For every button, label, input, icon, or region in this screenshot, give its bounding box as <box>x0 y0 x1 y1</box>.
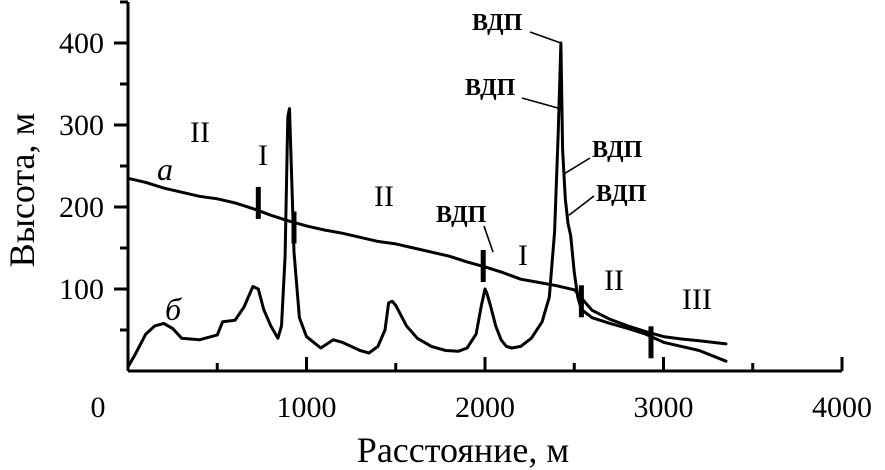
boundary-markers-layer <box>255 186 654 359</box>
curve-label-a: а <box>157 151 173 187</box>
vdp-label-4: ВДП <box>592 137 643 163</box>
vdp-label-3: ВДП <box>465 75 516 101</box>
vdp-leader-line <box>563 157 591 175</box>
zone-label-I-1: I <box>258 139 268 172</box>
series-line-b <box>126 41 728 369</box>
vdp-label-2: ВДП <box>472 10 523 36</box>
zone-label-II-1: II <box>190 116 210 149</box>
y-tick-label: 400 <box>59 27 104 60</box>
vdp-leader-line <box>568 195 595 216</box>
zone-label-III: III <box>682 283 712 316</box>
vdp-label-5: ВДП <box>596 181 647 207</box>
vdp-label-1: ВДП <box>436 202 487 228</box>
y-axis-title: Высота, м <box>2 113 42 268</box>
zone-label-II-2: II <box>374 180 394 213</box>
axes-layer <box>126 2 842 373</box>
zone-label-I-2: I <box>518 239 528 272</box>
x-tick-label: 3000 <box>634 391 694 424</box>
y-tick-label: 200 <box>59 191 104 224</box>
y-tick-label: 300 <box>59 109 104 142</box>
x-tick-label: 0 <box>91 391 106 424</box>
x-tick-label: 2000 <box>455 391 515 424</box>
ticks-layer: 0 1000 2000 3000 4000 100 200 300 400 <box>59 0 872 424</box>
vdp-leader-line <box>529 31 562 44</box>
x-axis-title: Расстояние, м <box>357 430 569 470</box>
curve-label-b: б <box>165 291 182 327</box>
x-tick-label: 1000 <box>277 391 337 424</box>
x-tick-label: 4000 <box>812 391 872 424</box>
series-layer <box>126 41 728 369</box>
series-line-a <box>126 176 728 346</box>
vdp-leader-line <box>483 225 494 253</box>
vdp-leader-line <box>521 97 561 110</box>
annotation-leaders-layer <box>483 31 595 253</box>
y-tick-label: 100 <box>59 273 104 306</box>
zone-label-II-3: II <box>604 264 624 297</box>
